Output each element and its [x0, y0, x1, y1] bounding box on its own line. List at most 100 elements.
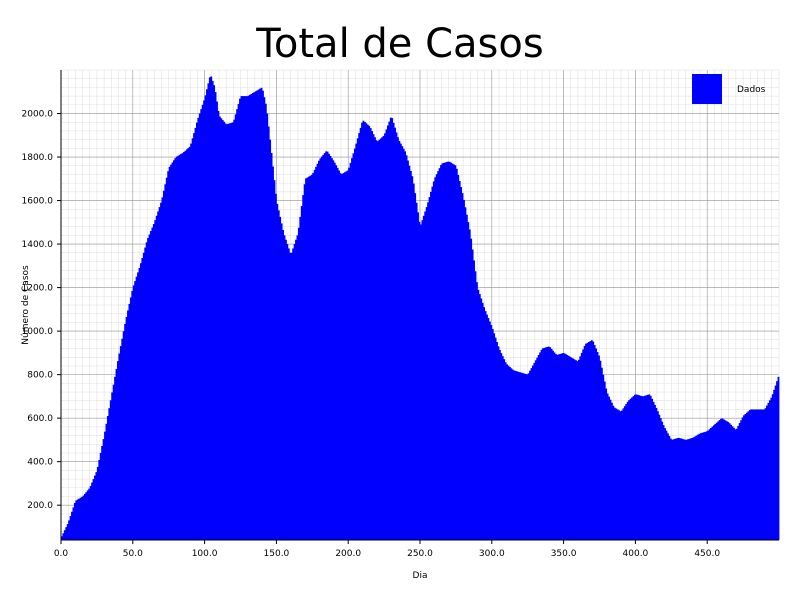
bar — [586, 342, 589, 540]
bar — [420, 224, 422, 541]
bar — [681, 438, 684, 540]
bar — [175, 156, 178, 540]
bar — [220, 118, 223, 541]
x-axis-label: Dia — [413, 571, 428, 581]
bar — [692, 437, 695, 540]
bar — [249, 94, 251, 541]
bar — [455, 168, 458, 540]
bar — [773, 389, 776, 540]
bar — [735, 428, 738, 540]
bar — [738, 423, 741, 540]
bar — [458, 180, 461, 540]
bar — [405, 155, 408, 540]
bar — [576, 361, 579, 540]
bar — [217, 110, 220, 541]
bar — [309, 175, 312, 540]
bar — [239, 98, 241, 540]
bar — [687, 439, 689, 540]
bar — [197, 117, 200, 541]
bar — [478, 294, 481, 540]
bar — [537, 355, 540, 540]
bar — [200, 109, 203, 541]
bar — [277, 210, 280, 540]
bar — [639, 395, 642, 540]
bar — [727, 422, 730, 540]
bar — [415, 202, 418, 540]
bar — [76, 499, 79, 540]
bar — [267, 126, 270, 541]
bar — [582, 349, 585, 540]
bar — [645, 395, 648, 540]
bar — [507, 365, 510, 540]
bar — [128, 303, 131, 540]
bar — [353, 148, 356, 541]
bar — [257, 89, 260, 540]
bar — [355, 143, 358, 540]
bar — [715, 422, 718, 540]
bar — [610, 402, 613, 540]
bar — [536, 357, 539, 540]
bar — [539, 352, 542, 540]
bar — [563, 353, 566, 540]
bar — [519, 372, 521, 540]
bar — [702, 432, 705, 540]
bar — [83, 493, 86, 540]
bar — [665, 430, 668, 540]
legend-label: Dados — [737, 85, 766, 95]
y-tick-label: 1200.0 — [22, 284, 54, 294]
bar — [302, 195, 305, 541]
bar — [62, 533, 65, 540]
bar — [279, 216, 282, 540]
bar — [211, 80, 214, 540]
bar — [313, 169, 316, 540]
bar — [777, 376, 780, 540]
bar — [164, 184, 167, 540]
bar — [434, 177, 437, 541]
bar — [330, 158, 333, 540]
bar — [644, 395, 646, 540]
bar — [185, 149, 188, 540]
x-tick-label: 250.0 — [407, 549, 433, 559]
bar — [287, 248, 290, 541]
bar — [230, 122, 233, 540]
bar — [408, 165, 411, 541]
bar — [725, 421, 728, 540]
bar — [451, 163, 454, 540]
bar — [190, 143, 193, 540]
bar — [720, 418, 722, 540]
bar — [111, 392, 114, 540]
y-axis-label: Número de Casos — [21, 265, 31, 345]
bar — [600, 367, 603, 540]
y-tick-label: 600.0 — [27, 414, 53, 424]
bar — [300, 205, 303, 541]
bar — [181, 153, 184, 541]
bar — [358, 133, 361, 540]
bar — [73, 503, 76, 540]
bar — [625, 404, 628, 540]
bar — [167, 171, 170, 541]
bar — [262, 90, 264, 540]
bar — [234, 114, 237, 540]
bar — [705, 431, 708, 540]
bar — [758, 409, 761, 540]
bar — [285, 239, 287, 540]
bar — [295, 239, 297, 540]
bar — [101, 446, 104, 540]
bar — [552, 350, 554, 540]
bar — [283, 235, 286, 541]
bar — [412, 183, 415, 541]
bar — [292, 248, 295, 541]
bar — [135, 276, 138, 540]
bar — [307, 176, 310, 541]
bar — [386, 125, 389, 540]
bar — [293, 244, 296, 540]
bar — [636, 394, 639, 540]
bar — [766, 405, 768, 540]
bar — [697, 434, 699, 540]
bar — [734, 429, 737, 540]
bar — [368, 125, 371, 540]
bar — [523, 373, 526, 540]
bar — [662, 425, 665, 540]
bar — [425, 207, 428, 541]
bar — [527, 373, 530, 540]
